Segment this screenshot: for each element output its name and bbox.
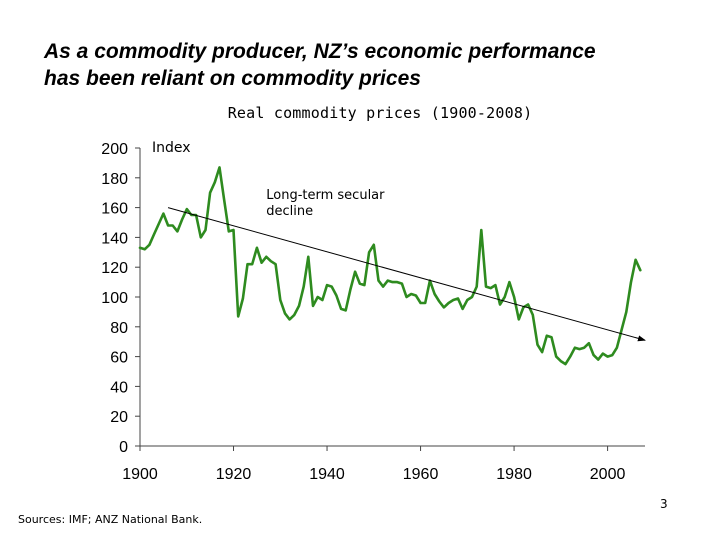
- y-tick-label: 80: [110, 320, 128, 337]
- series-line: [138, 166, 642, 366]
- footer-sources: Sources: IMF; ANZ National Bank.: [18, 513, 203, 526]
- y-tick-label: 60: [110, 350, 128, 367]
- y-tick-label: 160: [101, 201, 128, 218]
- y-tick-label: 200: [101, 141, 128, 158]
- y-tick-label: 40: [110, 379, 128, 396]
- y-tick-label: 120: [101, 260, 128, 277]
- trend-arrow: [167, 207, 646, 342]
- x-tick-label: 2000: [590, 466, 626, 483]
- x-tick-label: 1960: [403, 466, 439, 483]
- y-tick-label: 100: [101, 290, 128, 307]
- y-tick-label: 20: [110, 409, 128, 426]
- axes: 0 20 40 60 80 100 120 140 160 180 200 1900 1920 1940 1…: [101, 140, 645, 483]
- chart-title: Real commodity prices (1900-2008): [227, 104, 533, 122]
- slide-number: 3: [660, 497, 668, 511]
- x-tick-label: 1900: [122, 466, 158, 483]
- y-tick-label: 180: [101, 171, 128, 188]
- x-tick-label: 1940: [309, 466, 345, 483]
- y-axis-label: Index: [152, 140, 191, 156]
- series-layer: [138, 166, 642, 366]
- annotation-line-2: decline: [266, 204, 313, 219]
- headline-line-1: As a commodity producer, NZ’s economic p…: [44, 40, 596, 63]
- y-tick-label: 140: [101, 230, 128, 247]
- slide-headline: As a commodity producer, NZ’s economic p…: [44, 38, 704, 92]
- x-tick-label: 1920: [216, 466, 252, 483]
- y-tick-label: 0: [119, 439, 128, 456]
- x-tick-label: 1980: [496, 466, 532, 483]
- headline-line-2: has been reliant on commodity prices: [44, 67, 421, 90]
- annotation-line-1: Long-term secular: [266, 188, 385, 203]
